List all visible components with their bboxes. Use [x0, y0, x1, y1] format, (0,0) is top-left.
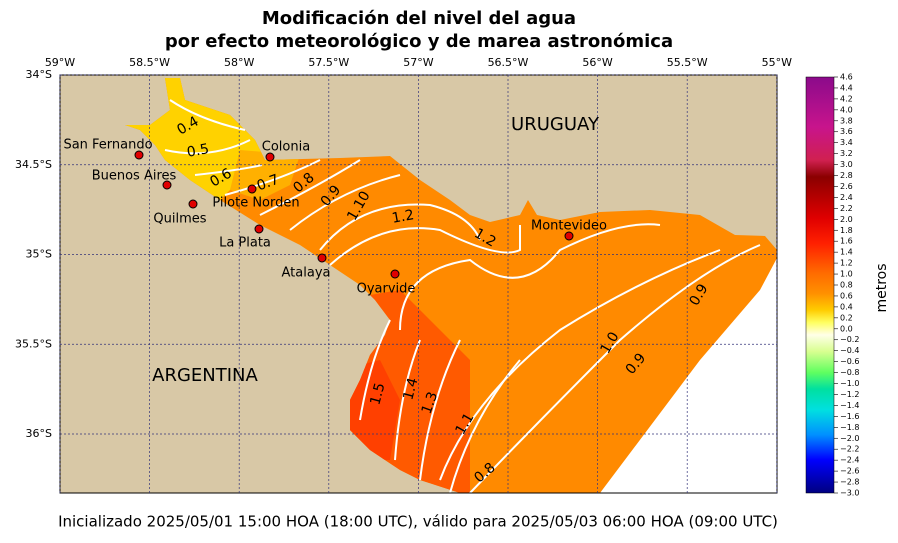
colorbar-tick-label: −1.2: [840, 390, 859, 399]
lat-label: 34.5°S: [15, 158, 52, 171]
lat-label: 34°S: [26, 68, 52, 81]
station: [247, 184, 257, 194]
lon-label: 55°W: [762, 56, 792, 69]
contours: [164, 99, 761, 494]
colorbar-tick-label: 2.8: [840, 171, 853, 180]
colorbar-tick-label: 1.0: [840, 270, 853, 279]
station: [134, 150, 144, 160]
lon-label: 59°W: [45, 56, 75, 69]
contour-label: 0.7: [255, 172, 281, 195]
region-label: URUGUAY: [511, 114, 600, 135]
colorbar-tick-label: 1.4: [840, 248, 853, 257]
lon-label: 58°W: [224, 56, 254, 69]
station: [390, 269, 400, 279]
station-label: Atalaya: [282, 266, 331, 281]
station: [162, 180, 172, 190]
colorbar-tick-label: −0.2: [840, 335, 859, 344]
colorbar-tick-label: −1.4: [840, 401, 859, 410]
colorbar-tick-label: 0.4: [840, 302, 853, 311]
colorbar-tick-label: 4.0: [840, 105, 853, 114]
contour-label: 1.5: [367, 381, 388, 407]
colorbar-tick-label: 0.2: [840, 313, 853, 322]
station-label: La Plata: [219, 236, 271, 251]
colorbar-tick-label: 2.2: [840, 204, 853, 213]
colorbar-label: metros: [874, 263, 890, 312]
colorbar-tick-label: 2.6: [840, 182, 853, 191]
station: [564, 231, 574, 241]
station-label: Oyarvide: [357, 282, 416, 297]
footer: Inicializado 2025/05/01 15:00 HOA (18:00…: [58, 513, 778, 531]
colorbar-tick-label: 3.0: [840, 160, 853, 169]
station-label: San Fernando: [63, 138, 152, 153]
colorbar-tick-label: 3.6: [840, 127, 853, 136]
station: [265, 152, 275, 162]
colorbar-tick-label: 4.2: [840, 94, 853, 103]
colorbar-tick-label: −1.8: [840, 423, 859, 432]
lat-label: 35.5°S: [15, 337, 52, 350]
colorbar-tick-label: 4.6: [840, 73, 853, 82]
lon-label: 55.5°W: [667, 56, 708, 69]
lon-label: 56°W: [582, 56, 612, 69]
station-label: Buenos Aires: [92, 169, 177, 184]
colorbar-tick-label: −3.0: [840, 489, 859, 498]
colorbar-tick-label: 3.8: [840, 116, 853, 125]
station: [188, 199, 198, 209]
lon-label: 56.5°W: [488, 56, 529, 69]
colorbar-tick-label: 4.4: [840, 83, 853, 92]
colorbar-tick-label: 1.2: [840, 259, 853, 268]
colorbar-tick-label: 0.8: [840, 281, 853, 290]
colorbar-tick-label: −0.8: [840, 368, 859, 377]
lat-label: 36°S: [26, 427, 52, 440]
station: [317, 253, 327, 263]
lat-label: 35°S: [26, 248, 52, 261]
contour-label: 1.3: [419, 390, 442, 416]
contour-label: 1.2: [391, 207, 416, 227]
colorbar-tick-label: 0.6: [840, 291, 853, 300]
colorbar-tick-label: 3.4: [840, 138, 853, 147]
station-label: Colonia: [262, 140, 310, 155]
colorbar-tick-label: −2.8: [840, 478, 859, 487]
region-label: ARGENTINA: [152, 365, 258, 386]
colorbar-tick-label: −1.0: [840, 379, 859, 388]
colorbar: [805, 76, 835, 494]
colorbar-tick-label: 0.0: [840, 324, 853, 333]
colorbar-tick-label: 1.6: [840, 237, 853, 246]
contour-label: 0.5: [186, 141, 211, 161]
station-label: Montevideo: [531, 219, 607, 234]
colorbar-tick-label: −2.4: [840, 456, 859, 465]
colorbar-tick-label: 2.4: [840, 193, 853, 202]
colorbar-tick-label: −0.4: [840, 346, 859, 355]
colorbar-tick-label: −1.6: [840, 412, 859, 421]
colorbar-tick-label: −2.0: [840, 434, 859, 443]
colorbar-tick-label: −2.2: [840, 445, 859, 454]
colorbar-tick-label: 2.0: [840, 215, 853, 224]
contour-label: 1.4: [400, 376, 421, 402]
colorbar-tick-label: 3.2: [840, 149, 853, 158]
station: [254, 224, 264, 234]
station-label: Pilote Norden: [212, 196, 299, 211]
lon-label: 57°W: [403, 56, 433, 69]
colorbar-tick-label: −0.6: [840, 357, 859, 366]
lon-label: 57.5°W: [308, 56, 349, 69]
title-line: Modificación del nivel del agua: [262, 8, 576, 29]
station-label: Quilmes: [153, 212, 206, 227]
colorbar-tick-label: 1.8: [840, 226, 853, 235]
lon-label: 58.5°W: [129, 56, 170, 69]
title-line: por efecto meteorológico y de marea astr…: [165, 31, 673, 52]
colorbar-tick-label: −2.6: [840, 467, 859, 476]
